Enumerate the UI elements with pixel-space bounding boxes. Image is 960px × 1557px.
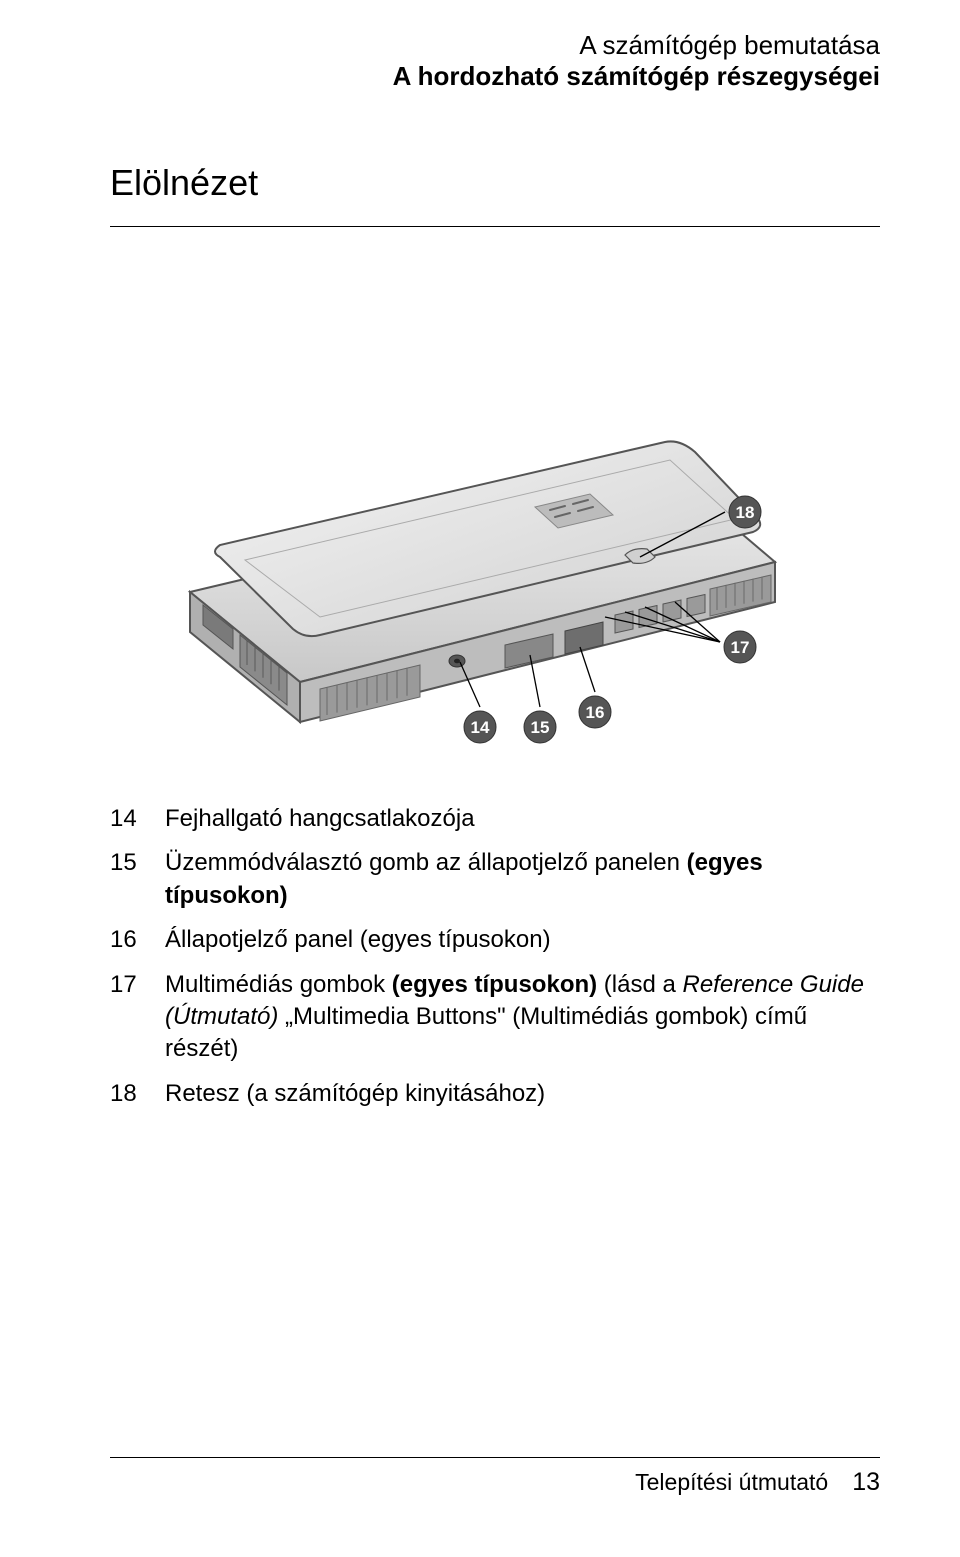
legend-number: 17 — [110, 963, 165, 1072]
header-chapter: A számítógép bemutatása — [110, 30, 880, 61]
footer-row: Telepítési útmutató 13 — [110, 1468, 880, 1497]
svg-text:16: 16 — [586, 703, 605, 722]
legend-row: 16Állapotjelző panel (egyes típusokon) — [110, 918, 880, 962]
legend-text: Állapotjelző panel (egyes típusokon) — [165, 918, 880, 962]
svg-text:15: 15 — [531, 718, 550, 737]
footer-page-number: 13 — [852, 1468, 880, 1497]
legend-text: Retesz (a számítógép kinyitásához) — [165, 1072, 880, 1116]
legend-text: Multimédiás gombok (egyes típusokon) (lá… — [165, 963, 880, 1072]
svg-text:17: 17 — [731, 638, 750, 657]
page: A számítógép bemutatása A hordozható szá… — [0, 0, 960, 1557]
legend-text: Fejhallgató hangcsatlakozója — [165, 797, 880, 841]
svg-text:14: 14 — [471, 718, 490, 737]
svg-text:18: 18 — [736, 503, 755, 522]
header-section: A hordozható számítógép részegységei — [110, 61, 880, 92]
legend-row: 14Fejhallgató hangcsatlakozója — [110, 797, 880, 841]
footer: Telepítési útmutató 13 — [110, 1457, 880, 1497]
legend-number: 16 — [110, 918, 165, 962]
footer-rule — [110, 1457, 880, 1458]
section-title: Elölnézet — [110, 162, 880, 227]
legend-row: 15Üzemmódválasztó gomb az állapotjelző p… — [110, 841, 880, 918]
laptop-front-diagram: 14 15 16 17 18 — [110, 257, 880, 757]
legend-number: 15 — [110, 841, 165, 918]
legend-row: 18Retesz (a számítógép kinyitásához) — [110, 1072, 880, 1116]
footer-doc-title: Telepítési útmutató — [635, 1469, 828, 1496]
legend-text: Üzemmódválasztó gomb az állapotjelző pan… — [165, 841, 880, 918]
diagram-svg: 14 15 16 17 18 — [135, 257, 855, 757]
legend-table: 14Fejhallgató hangcsatlakozója15Üzemmódv… — [110, 797, 880, 1116]
legend-number: 14 — [110, 797, 165, 841]
legend-row: 17Multimédiás gombok (egyes típusokon) (… — [110, 963, 880, 1072]
header-block: A számítógép bemutatása A hordozható szá… — [110, 30, 880, 92]
legend-number: 18 — [110, 1072, 165, 1116]
